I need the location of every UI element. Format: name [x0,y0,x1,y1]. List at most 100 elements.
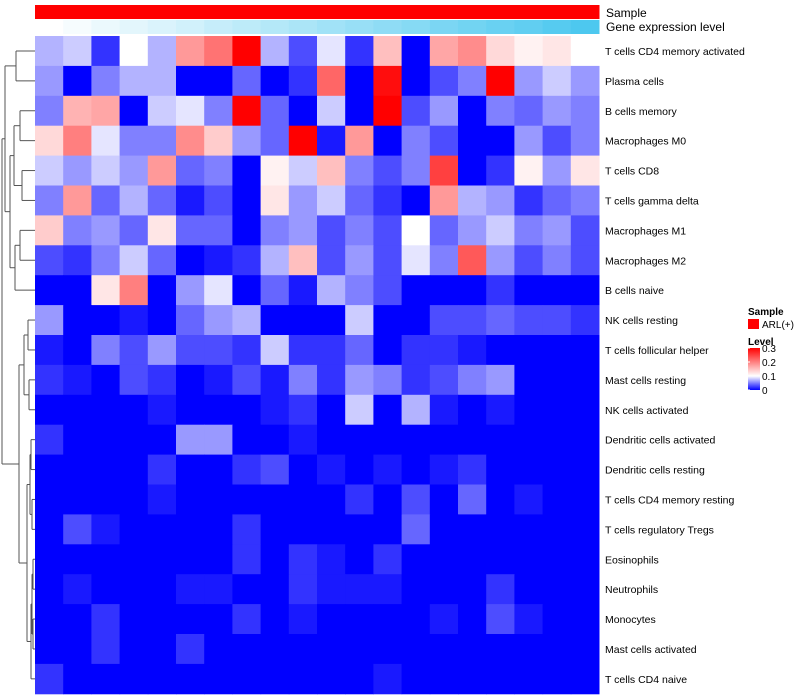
row-label: Dendritic cells resting [605,465,705,477]
row-label: Macrophages M2 [605,255,686,267]
heatmap-cell [486,484,515,515]
sample-annotation-cell [232,5,262,19]
heatmap-cell [486,604,515,635]
heatmap-cell [204,215,233,246]
heatmap-cell [147,364,177,396]
heatmap-cell [345,424,374,456]
row-label: Dendritic cells activated [605,435,715,447]
sample-annotation-cell [288,5,318,19]
heatmap-cell [401,215,431,246]
heatmap-cell [486,394,515,426]
heatmap-cell [373,305,403,336]
legend-level-tick-label: 0.2 [762,358,776,369]
heatmap-cell [35,424,64,456]
heatmap-cell [260,484,290,515]
heatmap-cell [232,634,262,665]
heatmap-cell [458,364,487,396]
row-label: NK cells activated [605,405,689,417]
gene-expression-annotation-cell [204,20,233,34]
heatmap-cell [91,394,121,426]
heatmap-cell [176,514,205,545]
heatmap-cell [514,484,544,515]
heatmap-cell [486,574,515,605]
heatmap-cell [260,454,290,485]
heatmap-cell [147,245,177,276]
heatmap-cell [288,155,318,186]
heatmap-cell [260,305,290,336]
row-label: Plasma cells [605,76,664,88]
heatmap-cell [91,634,121,665]
heatmap-cell [232,364,262,396]
heatmap-cell [119,574,149,605]
heatmap-cell [317,335,346,366]
heatmap-cell [373,663,403,695]
heatmap-cell [288,544,318,575]
sample-annotation-cell [260,5,290,19]
heatmap-cell [204,604,233,635]
sample-annotation-cell [63,5,92,19]
heatmap-cell [204,335,233,366]
heatmap-cell [317,36,346,67]
heatmap-cell [119,185,149,216]
heatmap-cell [317,484,346,515]
gene-expression-annotation-cell [260,20,290,34]
heatmap-cell [429,454,459,485]
sample-annotation-cell [429,5,459,19]
heatmap-cell [429,275,459,306]
heatmap-cell [288,454,318,485]
heatmap-cell [35,305,64,336]
heatmap-cell [429,65,459,97]
heatmap-cell [458,65,487,97]
gene-expression-annotation-cell [458,20,487,34]
heatmap-cell [345,634,374,665]
heatmap-cell [514,394,544,426]
heatmap-cell [204,155,233,186]
heatmap-cell [260,185,290,216]
heatmap-cell [570,95,600,127]
heatmap-cell [486,245,515,276]
heatmap-cell [373,215,403,246]
heatmap-cell [63,364,92,396]
heatmap-cell [260,95,290,127]
heatmap-cell [373,454,403,485]
heatmap-cell [373,185,403,216]
heatmap-cell [147,65,177,97]
heatmap-cell [91,125,121,157]
heatmap-cell [176,305,205,336]
heatmap-cell [91,155,121,186]
sample-annotation-cell [35,5,64,19]
heatmap-cell [317,155,346,186]
heatmap-cell [486,155,515,186]
heatmap-cell [429,155,459,186]
row-label: Mast cells resting [605,375,686,387]
heatmap-cell [119,394,149,426]
heatmap-cell [35,335,64,366]
row-label: T cells CD4 memory activated [605,46,745,58]
heatmap-cell [345,245,374,276]
row-label: T cells CD4 naive [605,674,687,686]
heatmap-cell [176,215,205,246]
heatmap-cell [232,544,262,575]
sample-annotation-cell [147,5,177,19]
heatmap-cell [401,394,431,426]
heatmap-cell [458,484,487,515]
heatmap-cell [486,364,515,396]
heatmap-cell [317,514,346,545]
heatmap-cell [260,275,290,306]
heatmap-cell [429,544,459,575]
heatmap-cell [260,514,290,545]
heatmap-cell [204,65,233,97]
heatmap-cell [119,36,149,67]
heatmap-cell [429,364,459,396]
heatmap-cell [35,544,64,575]
heatmap-cell [91,364,121,396]
heatmap-cell [486,215,515,246]
sample-annotation-cell [514,5,544,19]
heatmap-cell [288,215,318,246]
heatmap-cell [147,394,177,426]
heatmap-cell [401,125,431,157]
heatmap-cell [63,95,92,127]
sample-annotation-cell [373,5,403,19]
heatmap-cell [288,634,318,665]
